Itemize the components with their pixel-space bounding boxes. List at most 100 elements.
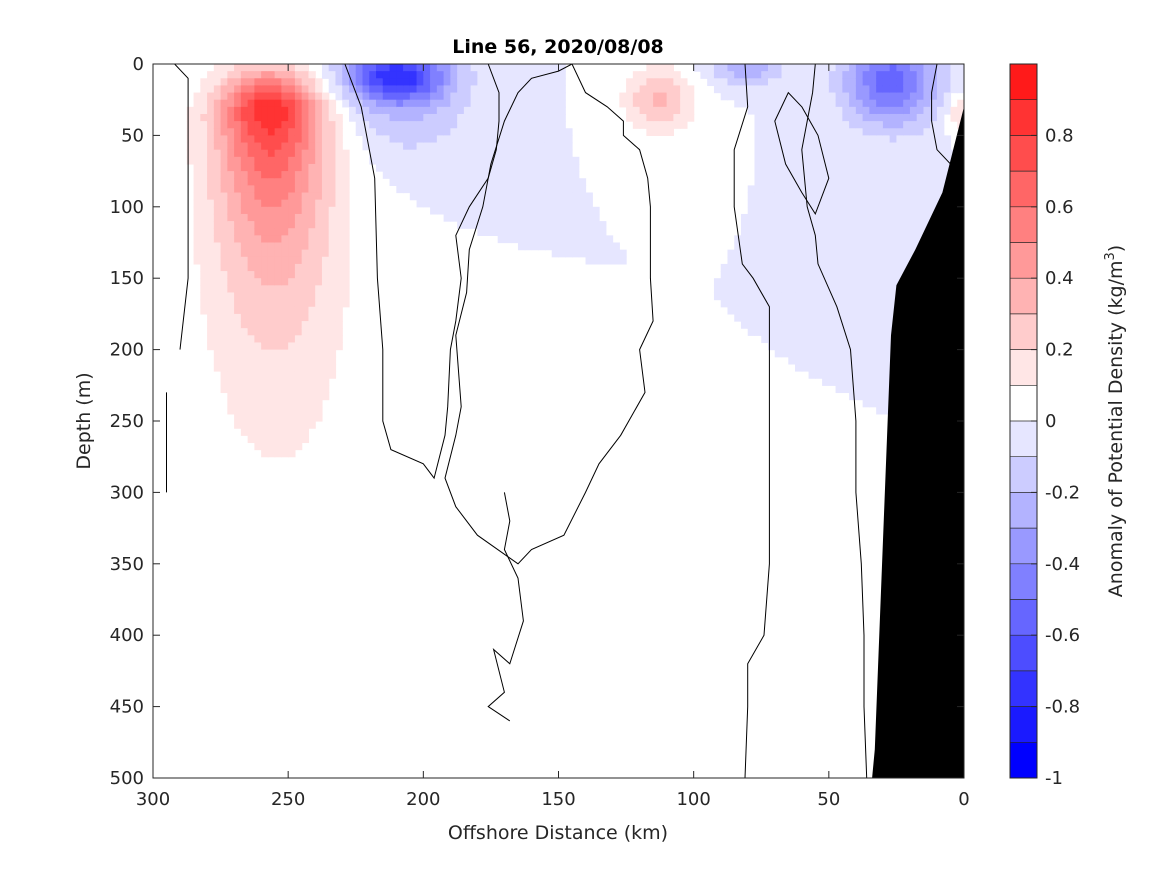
- contour-cell: [281, 349, 289, 358]
- contour-cell: [504, 149, 512, 158]
- contour-cell: [294, 85, 303, 94]
- contour-cell: [808, 313, 816, 322]
- contour-cell: [328, 228, 337, 236]
- contour-cell: [842, 85, 850, 94]
- contour-cell: [862, 299, 870, 308]
- contour-cell: [463, 113, 472, 122]
- contour-cell: [680, 85, 688, 94]
- contour-cell: [294, 349, 303, 358]
- contour-cell: [484, 199, 492, 208]
- contour-cell: [531, 113, 539, 122]
- contour-cell: [889, 228, 898, 236]
- contour-cell: [754, 85, 762, 94]
- contour-cell: [301, 292, 310, 301]
- contour-cell: [815, 328, 823, 336]
- contour-cell: [720, 299, 729, 308]
- contour-cell: [950, 106, 958, 115]
- contour-cell: [227, 285, 235, 294]
- contour-cell: [301, 428, 310, 436]
- contour-cell: [788, 285, 796, 294]
- contour-cell: [903, 85, 911, 94]
- y-tick-label: 100: [110, 197, 144, 218]
- contour-cell: [315, 413, 323, 422]
- contour-cell: [328, 335, 337, 344]
- contour-cell: [754, 299, 762, 308]
- contour-cell: [240, 321, 249, 329]
- contour-cell: [531, 206, 539, 215]
- contour-cell: [666, 121, 674, 129]
- contour-cell: [855, 178, 864, 186]
- contour-cell: [565, 142, 573, 151]
- contour-cell: [774, 313, 783, 322]
- contour-cell: [538, 199, 546, 208]
- contour-cell: [808, 292, 816, 301]
- contour-cell: [308, 285, 316, 294]
- contour-cell: [227, 342, 235, 351]
- contour-cell: [234, 292, 242, 301]
- contour-cell: [308, 163, 316, 172]
- contour-cell: [254, 263, 262, 272]
- contour-cell: [355, 85, 364, 94]
- contour-cell: [328, 299, 337, 308]
- contour-cell: [281, 442, 289, 451]
- contour-cell: [815, 99, 823, 108]
- contour-cell: [862, 71, 870, 79]
- contour-cell: [754, 242, 762, 251]
- contour-cell: [450, 185, 458, 194]
- contour-cell: [842, 235, 850, 244]
- contour-cell: [855, 99, 864, 108]
- contour-cell: [443, 128, 451, 136]
- contour-cell: [234, 228, 242, 236]
- contour-cell: [754, 142, 762, 151]
- contour-cell: [916, 206, 925, 215]
- contour-cell: [835, 185, 843, 194]
- contour-cell: [822, 106, 830, 115]
- contour-cell: [288, 156, 296, 165]
- contour-cell: [551, 71, 560, 79]
- contour-cell: [321, 342, 330, 351]
- contour-cell: [842, 342, 850, 351]
- contour-cell: [416, 85, 424, 94]
- contour-cell: [646, 121, 654, 129]
- contour-cell: [234, 113, 242, 122]
- contour-cell: [666, 113, 674, 122]
- contour-cell: [416, 71, 424, 79]
- contour-cell: [227, 192, 235, 201]
- contour-cell: [193, 228, 201, 236]
- contour-cell: [781, 271, 789, 279]
- contour-cell: [294, 392, 303, 401]
- contour-cell: [768, 64, 776, 72]
- contour-cell: [207, 228, 215, 236]
- contour-cell: [294, 328, 303, 336]
- contour-cell: [855, 156, 864, 165]
- contour-cell: [281, 328, 289, 336]
- contour-cell: [754, 278, 762, 286]
- contour-cell: [761, 106, 769, 115]
- contour-cell: [754, 321, 762, 329]
- contour-cell: [301, 221, 310, 229]
- contour-cell: [619, 99, 627, 108]
- contour-cell: [294, 99, 303, 108]
- contour-cell: [315, 156, 323, 165]
- contour-cell: [281, 292, 289, 301]
- contour-cell: [321, 128, 330, 136]
- contour-cell: [653, 92, 661, 101]
- contour-cell: [551, 78, 560, 87]
- contour-cell: [497, 199, 506, 208]
- contour-cell: [740, 92, 749, 101]
- contour-cell: [207, 292, 215, 301]
- contour-cell: [301, 149, 310, 158]
- contour-cell: [403, 156, 411, 165]
- contour-cell: [788, 206, 796, 215]
- contour-cell: [403, 99, 411, 108]
- contour-cell: [815, 278, 823, 286]
- contour-cell: [734, 285, 742, 294]
- contour-cell: [328, 135, 337, 144]
- contour-cell: [923, 149, 931, 158]
- contour-cell: [436, 128, 445, 136]
- contour-cell: [436, 192, 445, 201]
- contour-cell: [247, 192, 255, 201]
- contour-cell: [450, 213, 458, 222]
- contour-cell: [849, 271, 857, 279]
- contour-cell: [950, 64, 958, 72]
